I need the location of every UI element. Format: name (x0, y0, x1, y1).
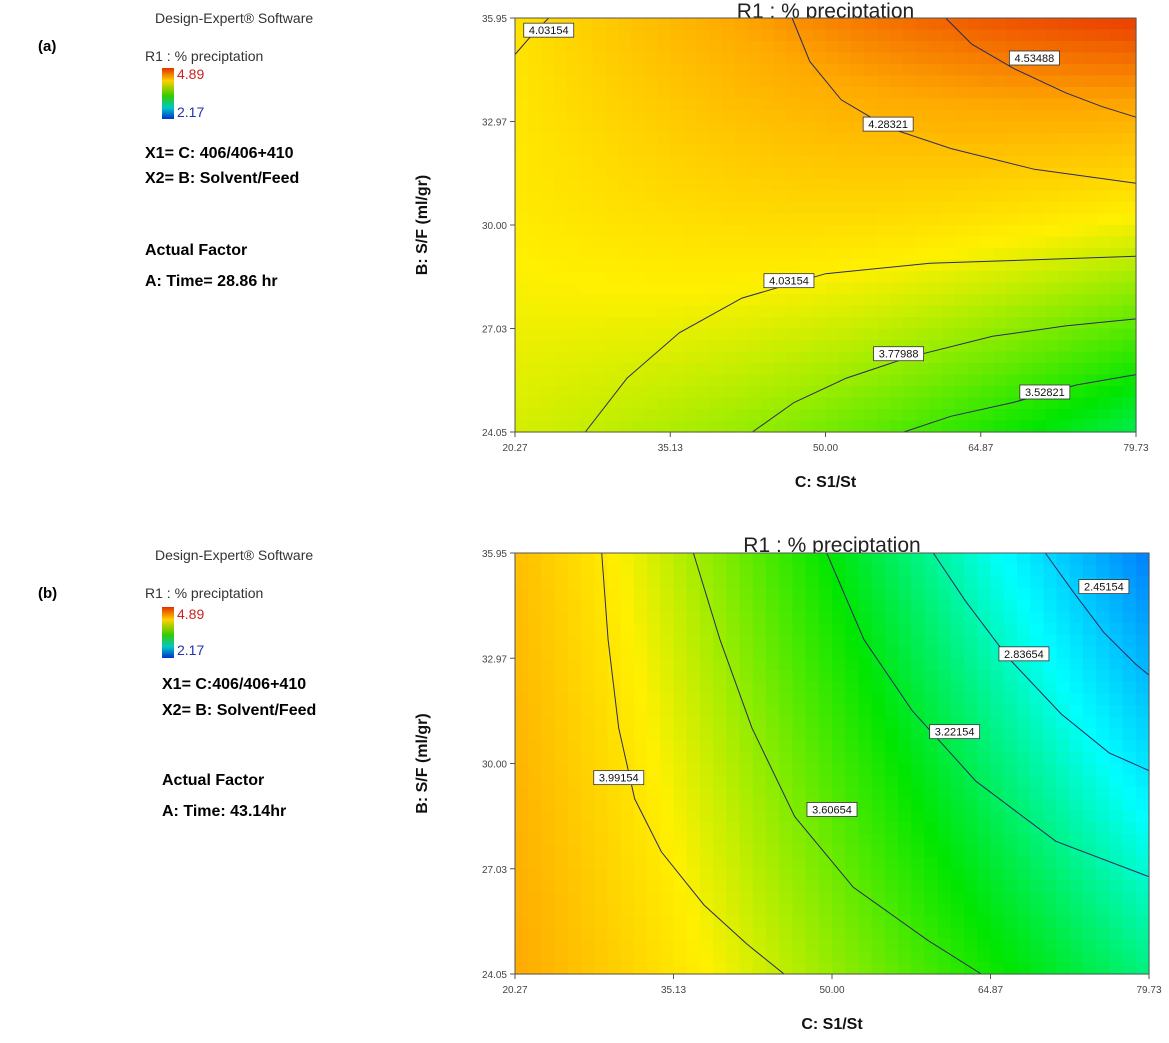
contour-label-4: 3.77988 (879, 349, 919, 361)
legend-min: 2.17 (177, 642, 205, 658)
x-tick-label: 64.87 (978, 985, 1003, 996)
contour-label-2: 4.28321 (868, 119, 908, 131)
x-axis-label: C: S1/St (795, 474, 857, 491)
x-tick-label: 20.27 (502, 443, 527, 454)
x-tick-label: 35.13 (661, 985, 686, 996)
contour-label-box-1 (806, 802, 858, 817)
contour-line-3 (932, 552, 1150, 772)
panel-a: (a) Design-Expert® Software R1 : % preci… (0, 0, 1169, 510)
x-tick-label: 79.73 (1123, 443, 1148, 454)
x-tick-label: 35.13 (658, 443, 683, 454)
contour-label-box-2 (862, 116, 914, 132)
contour-label-box-1 (1008, 50, 1060, 66)
y-tick-label: 32.97 (482, 654, 507, 665)
y-tick-label: 27.03 (482, 865, 507, 876)
y-tick-label: 30.00 (482, 221, 507, 232)
panel-tag: (a) (38, 38, 57, 55)
contour-label-box-3 (998, 646, 1050, 662)
contour-line-4 (1044, 552, 1150, 676)
x1-factor: X1= C: 406/406+410 (145, 145, 294, 162)
panel-tag: (b) (38, 585, 58, 602)
contour-label-3: 4.03154 (769, 276, 809, 288)
contour-label-0: 3.99154 (599, 773, 639, 785)
contour-line-0 (601, 552, 785, 975)
x2-factor: X2= B: Solvent/Feed (145, 170, 300, 187)
x-tick-label: 50.00 (819, 985, 844, 996)
contour-label-0: 4.03154 (529, 25, 569, 37)
contour-label-box-4 (873, 346, 925, 362)
legend-max: 4.89 (177, 606, 205, 622)
color-scale-bar (162, 68, 174, 119)
legend-max: 4.89 (177, 66, 205, 82)
contour-chart-a: R1 : % preciptation 4.03154 4.53488 4.28321… (414, 0, 1149, 491)
contour-label-box-0 (593, 770, 645, 786)
contour-label-2: 3.22154 (935, 727, 975, 739)
legend-min: 2.17 (177, 104, 205, 120)
x-tick-label: 79.73 (1136, 985, 1161, 996)
y-tick-label: 24.05 (482, 970, 507, 981)
contour-label-box-5 (1019, 384, 1071, 400)
contour-chart-b: R1 : % preciptation 3.99154 3.60654 3.22154… (414, 534, 1162, 1033)
contour-label-1: 3.60654 (812, 804, 852, 816)
y-tick-label: 24.05 (482, 428, 507, 439)
y-axis-label: B: S/F (ml/gr) (414, 713, 431, 813)
contour-label-box-3 (763, 273, 815, 289)
actual-factor-value: A: Time= 28.86 hr (145, 273, 278, 290)
y-tick-label: 32.97 (482, 118, 507, 129)
heatmap-field (515, 553, 1150, 975)
panel-b: (b) Design-Expert® Software R1 : % preci… (0, 520, 1169, 1043)
chart-title: R1 : % preciptation (743, 534, 920, 557)
software-title: Design-Expert® Software (155, 547, 314, 563)
y-tick-label: 35.95 (482, 14, 507, 25)
x-axis-label: C: S1/St (801, 1016, 863, 1033)
actual-factor-value: A: Time: 43.14hr (162, 803, 287, 820)
y-tick-label: 35.95 (482, 549, 507, 560)
legend-title: R1 : % preciptation (145, 585, 264, 601)
x1-factor: X1= C:406/406+410 (162, 676, 307, 693)
contour-label-box-4 (1078, 579, 1130, 595)
contour-label-box-2 (929, 724, 981, 740)
software-title: Design-Expert® Software (155, 10, 314, 26)
x-tick-label: 20.27 (502, 985, 527, 996)
contour-line-5 (903, 374, 1137, 433)
contour-label-3: 2.83654 (1004, 649, 1044, 661)
contour-label-5: 3.52821 (1025, 387, 1065, 399)
y-axis-label: B: S/F (ml/gr) (414, 175, 431, 275)
contour-label-box-0 (523, 22, 575, 38)
x-tick-label: 64.87 (968, 443, 993, 454)
chart-title: R1 : % preciptation (737, 0, 914, 23)
contour-label-1: 4.53488 (1014, 53, 1054, 65)
y-tick-label: 30.00 (482, 760, 507, 771)
actual-factor-title: Actual Factor (145, 242, 248, 259)
y-tick-label: 27.03 (482, 325, 507, 336)
actual-factor-title: Actual Factor (162, 772, 265, 789)
contour-line-2 (826, 552, 1150, 878)
x2-factor: X2= B: Solvent/Feed (162, 702, 317, 719)
color-scale-bar (162, 607, 174, 658)
heatmap-field (515, 18, 1137, 433)
x-tick-label: 50.00 (813, 443, 838, 454)
contour-line-1 (945, 17, 1137, 118)
legend-title: R1 : % preciptation (145, 48, 264, 64)
contour-label-4: 2.45154 (1084, 582, 1124, 594)
contour-line-1 (692, 552, 982, 975)
